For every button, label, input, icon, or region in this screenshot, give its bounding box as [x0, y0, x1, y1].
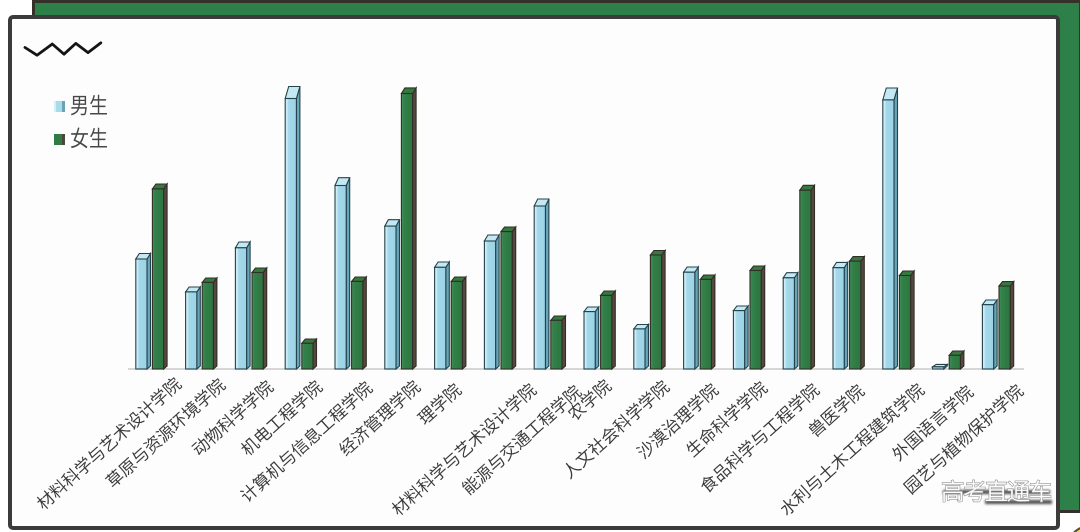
svg-text:高考直通车: 高考直通车 — [941, 475, 1052, 507]
svg-text:理学院: 理学院 — [411, 377, 466, 430]
